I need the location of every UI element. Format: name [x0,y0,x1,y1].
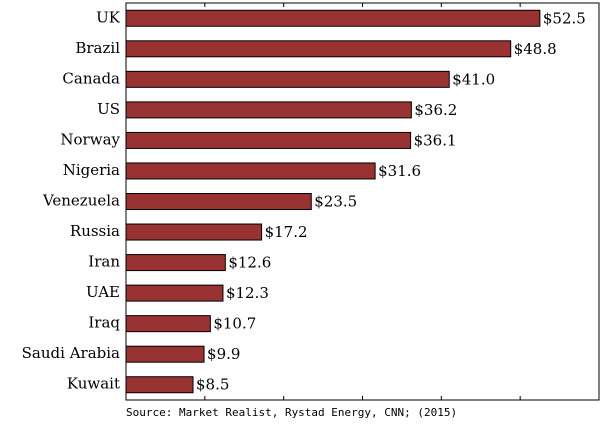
y-tick-label: Saudi Arabia [22,344,120,362]
bar [125,162,376,180]
value-label: $48.8 [514,40,557,58]
value-label: $52.5 [543,9,586,27]
value-label: $36.2 [414,101,457,119]
y-tick-label: UAE [86,283,120,301]
y-tick-label: Iraq [88,314,120,332]
value-label: $10.7 [213,315,256,333]
bar [125,131,412,149]
value-label: $8.5 [196,376,229,394]
bar [125,101,412,119]
y-tick-label: Iran [88,253,120,271]
value-label: $12.6 [228,254,271,272]
source-note: Source: Market Realist, Rystad Energy, C… [126,406,457,419]
y-tick-label: Nigeria [63,161,120,179]
value-label: $41.0 [452,70,495,88]
value-label: $17.2 [265,223,308,241]
bar [125,284,224,302]
bar [125,254,226,272]
bar [125,315,211,333]
bar [125,193,312,210]
bar [125,9,541,27]
value-label: $31.6 [378,162,421,180]
y-tick-label: US [97,100,120,118]
y-tick-label: Brazil [75,39,120,57]
bar [125,223,263,241]
bar [125,70,450,88]
value-label: $36.1 [414,131,457,149]
value-label: $23.5 [314,193,357,211]
bar [125,376,194,394]
bar [125,345,205,363]
value-label: $12.3 [226,284,269,302]
bar [125,40,512,58]
y-tick-label: Russia [70,222,120,240]
y-tick-label: Norway [60,130,120,148]
y-tick-label: Kuwait [67,375,120,393]
y-tick-label: Canada [62,69,120,87]
value-label: $9.9 [207,345,240,363]
y-tick-label: Venezuela [42,192,120,210]
y-tick-label: UK [96,8,121,26]
